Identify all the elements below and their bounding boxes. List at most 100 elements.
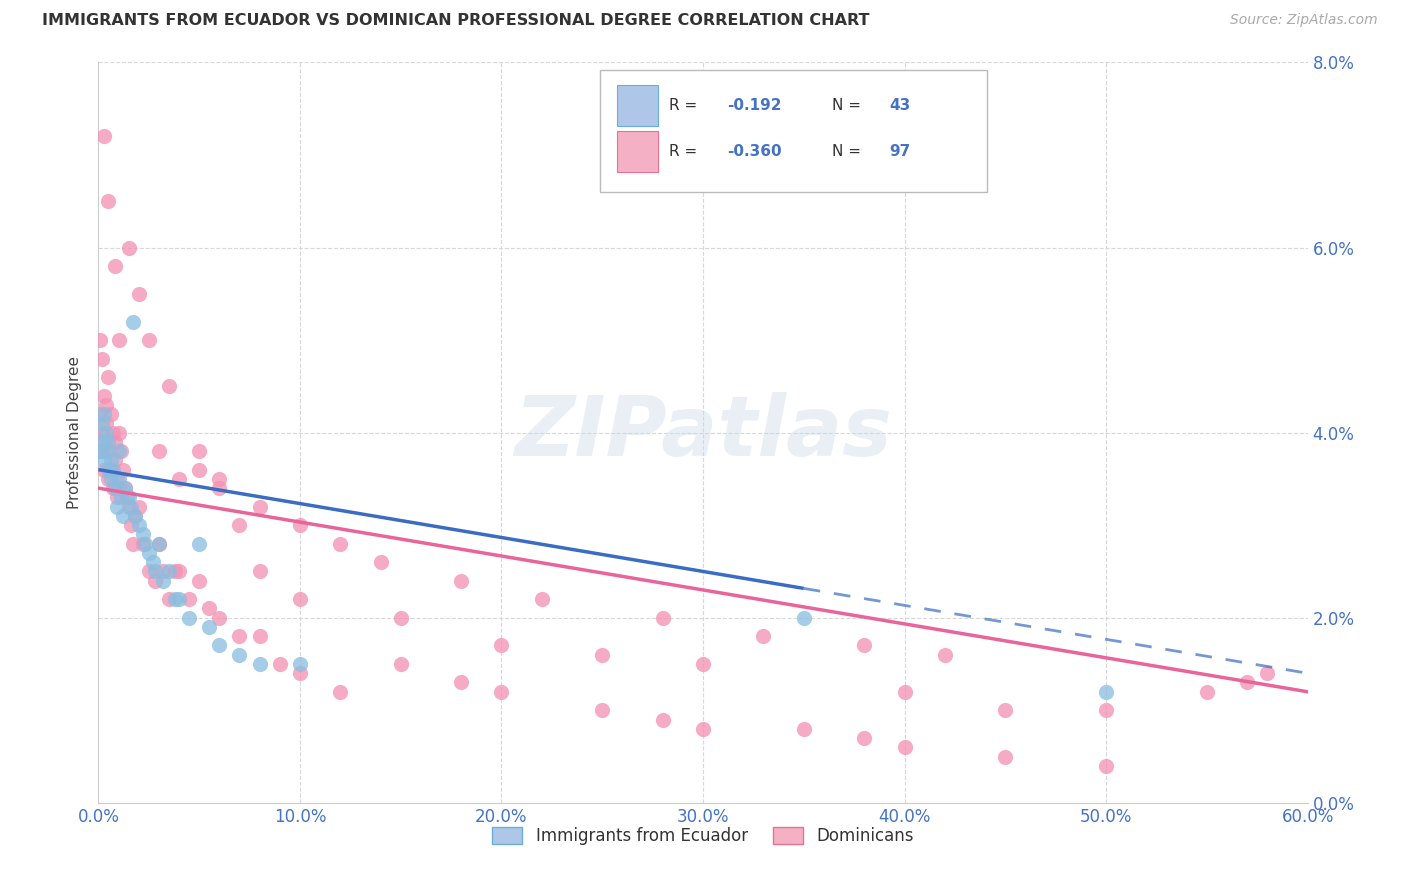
- Point: [249, 500, 271, 514]
- Point: [752, 629, 775, 643]
- Point: [167, 592, 190, 607]
- Point: [91, 444, 114, 458]
- Point: [89, 407, 111, 421]
- Point: [97, 194, 120, 209]
- Point: [994, 749, 1017, 764]
- Point: [853, 731, 876, 745]
- Point: [793, 610, 815, 624]
- Point: [93, 462, 115, 476]
- Point: [132, 527, 155, 541]
- Point: [101, 425, 124, 440]
- Point: [103, 259, 125, 273]
- Point: [114, 481, 136, 495]
- Point: [163, 565, 186, 579]
- Point: [97, 370, 120, 384]
- Point: [188, 444, 211, 458]
- Point: [118, 240, 141, 255]
- Point: [893, 740, 915, 755]
- Point: [1095, 703, 1118, 717]
- Point: [249, 657, 271, 671]
- Point: [110, 491, 132, 505]
- Point: [994, 703, 1017, 717]
- Point: [91, 434, 114, 449]
- Point: [93, 453, 115, 467]
- Point: [389, 610, 412, 624]
- Text: N =: N =: [832, 98, 866, 113]
- Text: R =: R =: [669, 144, 702, 159]
- Point: [105, 491, 128, 505]
- Text: -0.360: -0.360: [727, 144, 782, 159]
- Point: [96, 398, 118, 412]
- Point: [100, 462, 122, 476]
- Point: [138, 333, 160, 347]
- Point: [188, 462, 211, 476]
- Point: [134, 536, 156, 550]
- Point: [101, 481, 124, 495]
- Point: [118, 491, 141, 505]
- Point: [128, 518, 150, 533]
- Point: [110, 444, 132, 458]
- Point: [118, 500, 141, 514]
- Point: [228, 629, 250, 643]
- Text: -0.192: -0.192: [727, 98, 782, 113]
- Point: [124, 508, 146, 523]
- Point: [491, 685, 513, 699]
- Legend: Immigrants from Ecuador, Dominicans: Immigrants from Ecuador, Dominicans: [484, 819, 922, 854]
- Point: [152, 565, 174, 579]
- Point: [157, 379, 180, 393]
- Point: [128, 286, 150, 301]
- Point: [249, 629, 271, 643]
- Point: [591, 703, 613, 717]
- Point: [97, 434, 120, 449]
- Text: 97: 97: [889, 144, 911, 159]
- FancyBboxPatch shape: [617, 85, 658, 126]
- Point: [91, 425, 114, 440]
- Text: R =: R =: [669, 98, 702, 113]
- Point: [188, 536, 211, 550]
- Point: [100, 472, 122, 486]
- Point: [148, 444, 170, 458]
- Text: N =: N =: [832, 144, 866, 159]
- Text: ZIPatlas: ZIPatlas: [515, 392, 891, 473]
- Point: [1256, 666, 1278, 681]
- Point: [120, 500, 142, 514]
- Point: [389, 657, 412, 671]
- Point: [97, 472, 120, 486]
- Point: [692, 722, 714, 736]
- Point: [148, 536, 170, 550]
- Point: [128, 500, 150, 514]
- Y-axis label: Professional Degree: Professional Degree: [67, 356, 83, 509]
- Point: [853, 639, 876, 653]
- Point: [450, 675, 472, 690]
- Point: [793, 722, 815, 736]
- Point: [249, 565, 271, 579]
- Point: [198, 620, 221, 634]
- Point: [591, 648, 613, 662]
- Point: [188, 574, 211, 588]
- Point: [157, 592, 180, 607]
- Point: [148, 536, 170, 550]
- Point: [651, 610, 673, 624]
- Point: [93, 129, 115, 144]
- Point: [228, 648, 250, 662]
- Point: [121, 314, 143, 328]
- Point: [103, 481, 125, 495]
- Text: 43: 43: [889, 98, 911, 113]
- Point: [111, 508, 134, 523]
- Point: [450, 574, 472, 588]
- Point: [100, 453, 122, 467]
- Point: [692, 657, 714, 671]
- Point: [142, 555, 165, 569]
- Point: [329, 536, 352, 550]
- Point: [100, 407, 122, 421]
- Point: [288, 666, 311, 681]
- Point: [101, 462, 124, 476]
- Point: [89, 444, 111, 458]
- Point: [269, 657, 291, 671]
- Point: [208, 472, 231, 486]
- Point: [105, 472, 128, 486]
- Point: [93, 407, 115, 421]
- Point: [228, 518, 250, 533]
- Point: [107, 425, 129, 440]
- Point: [651, 713, 673, 727]
